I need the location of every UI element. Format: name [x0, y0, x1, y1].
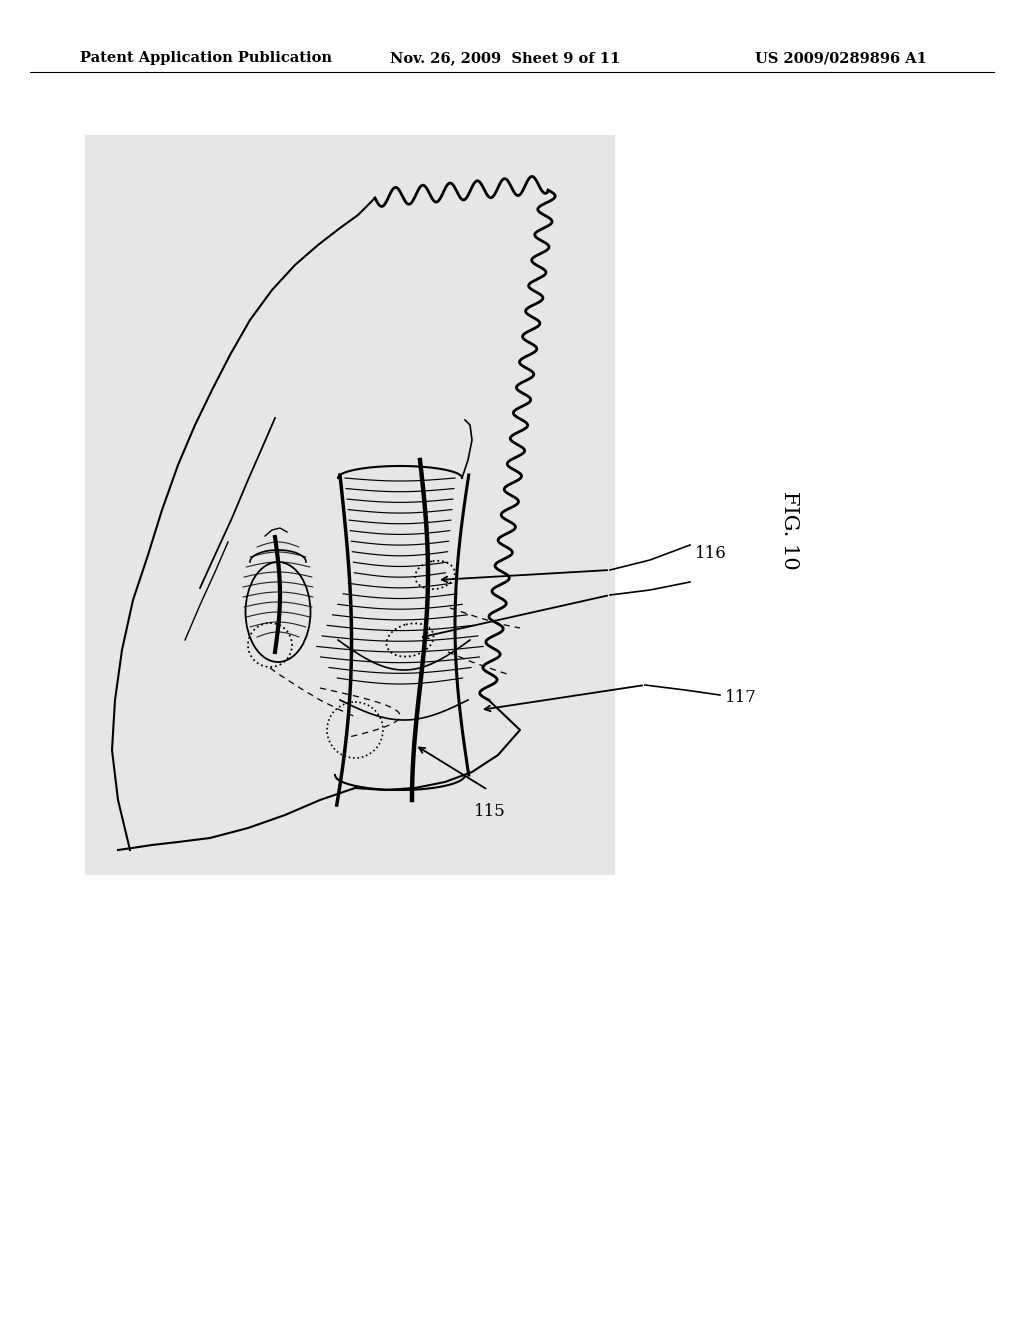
Text: 115: 115: [474, 804, 506, 821]
Text: FIG. 10: FIG. 10: [780, 491, 800, 569]
Text: 116: 116: [695, 544, 727, 561]
Bar: [85, 135, 615, 875]
Text: 117: 117: [725, 689, 757, 706]
Text: Nov. 26, 2009  Sheet 9 of 11: Nov. 26, 2009 Sheet 9 of 11: [390, 51, 621, 65]
Text: Patent Application Publication: Patent Application Publication: [80, 51, 332, 65]
Text: US 2009/0289896 A1: US 2009/0289896 A1: [755, 51, 927, 65]
